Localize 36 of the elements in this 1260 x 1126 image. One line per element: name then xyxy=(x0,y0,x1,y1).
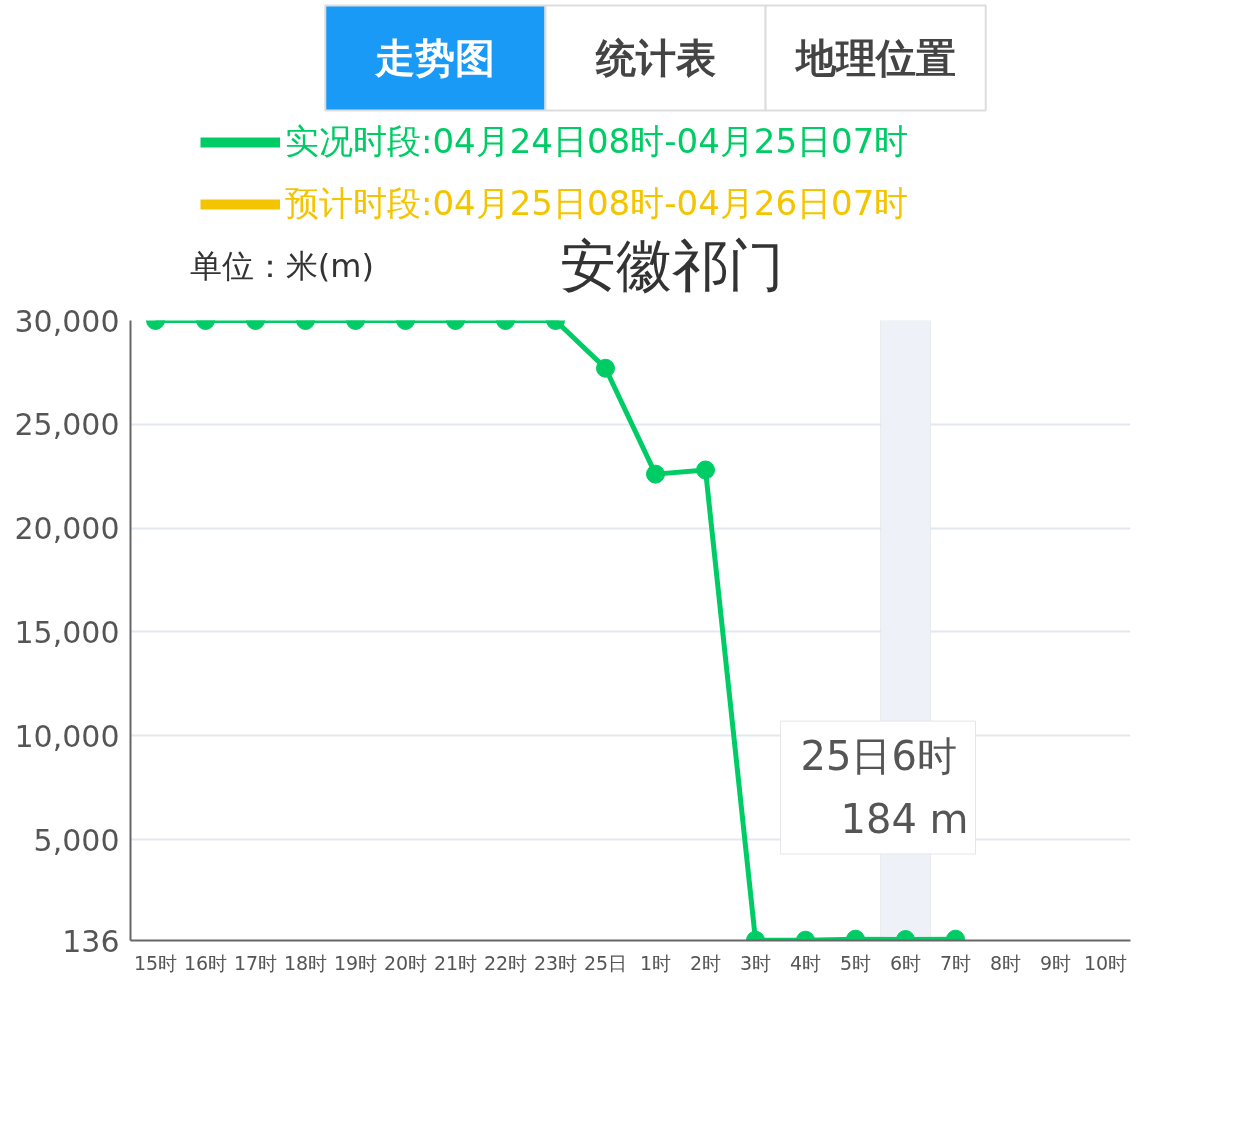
x-tick-label: 25日 xyxy=(583,951,628,974)
x-tick-label: 21时 xyxy=(433,951,478,974)
chart-title: 安徽祁门 xyxy=(560,233,785,298)
legend-label: 预计时段:04月25日08时-04月26日07时 xyxy=(285,182,909,225)
x-tick-label: 23时 xyxy=(533,951,578,974)
y-tick-label: 20,000 xyxy=(14,511,120,547)
text: 走势图 xyxy=(374,34,496,81)
x-tick-label: 20时 xyxy=(383,951,428,974)
text: 地理位置 xyxy=(793,34,956,81)
x-tick-label: 6时 xyxy=(889,951,922,974)
x-tick-label: 1时 xyxy=(639,951,672,974)
x-tick-label: 18时 xyxy=(283,951,328,974)
x-tick-label: 7时 xyxy=(939,951,972,974)
x-tick-label: 3时 xyxy=(739,951,772,974)
x-tick-label: 16时 xyxy=(183,951,228,974)
y-tick-label: 10,000 xyxy=(14,718,120,754)
y-axis-title: 单位：米(m) xyxy=(189,246,374,285)
x-tick-label: 15时 xyxy=(133,951,178,974)
x-tick-label: 4时 xyxy=(789,951,822,974)
x-tick-label: 2时 xyxy=(689,951,722,974)
annotation: 184 m xyxy=(840,795,969,842)
y-tick-label: 136 xyxy=(62,923,120,959)
y-tick-label: 30,000 xyxy=(14,303,120,339)
x-tick-label: 10时 xyxy=(1083,951,1128,974)
legend-label: 实况时段:04月24日08时-04月25日07时 xyxy=(285,120,909,163)
x-tick-label: 9时 xyxy=(1039,951,1072,974)
text: 统计表 xyxy=(594,34,716,81)
y-tick-label: 25,000 xyxy=(14,407,120,443)
annotation: 25日6时 xyxy=(800,733,957,780)
x-tick-label: 19时 xyxy=(333,951,378,974)
y-tick-label: 15,000 xyxy=(14,614,120,650)
x-tick-label: 5时 xyxy=(839,951,872,974)
y-tick-label: 5,000 xyxy=(33,822,120,858)
x-tick-label: 22时 xyxy=(483,951,528,974)
x-tick-label: 8时 xyxy=(989,951,1022,974)
x-tick-label: 17时 xyxy=(233,951,278,974)
